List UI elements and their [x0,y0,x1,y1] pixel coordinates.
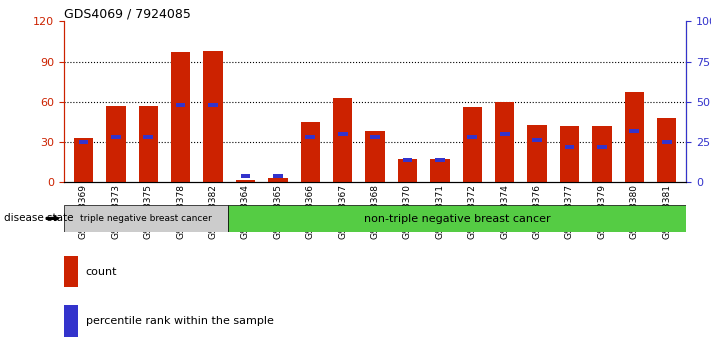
Bar [624,92,644,182]
Bar [139,106,158,182]
Bar [273,174,283,178]
Bar [203,51,223,182]
Bar [430,160,449,182]
Bar [560,126,579,182]
Bar [528,125,547,182]
Bar [228,205,686,232]
Bar [463,107,482,182]
Bar [208,103,218,107]
Bar [64,305,77,337]
Bar [495,102,514,182]
Bar [74,138,93,182]
Bar [171,52,191,182]
Bar [144,135,153,139]
Bar [64,256,77,287]
Bar [106,106,126,182]
Bar [268,178,287,182]
Bar [306,135,315,139]
Bar [301,122,320,182]
Bar [338,132,348,136]
Bar [657,118,676,182]
Bar [629,129,639,133]
Bar [236,179,255,182]
Bar [333,98,353,182]
Text: GDS4069 / 7924085: GDS4069 / 7924085 [64,7,191,20]
Text: disease state: disease state [4,213,73,223]
Text: triple negative breast cancer: triple negative breast cancer [80,214,212,223]
Bar [565,145,574,149]
Bar [370,135,380,139]
Bar [111,135,121,139]
Bar [597,145,606,149]
Bar [176,103,186,107]
Bar [467,135,477,139]
Bar [435,158,444,162]
Bar [397,160,417,182]
Bar [533,138,542,142]
Bar [365,131,385,182]
Text: percentile rank within the sample: percentile rank within the sample [86,316,274,326]
Text: count: count [86,267,117,276]
Bar [64,205,228,232]
Bar [402,158,412,162]
Bar [500,132,510,136]
Bar [79,140,88,144]
Bar [592,126,611,182]
Bar [662,140,671,144]
Text: non-triple negative breast cancer: non-triple negative breast cancer [363,213,550,224]
Bar [240,174,250,178]
